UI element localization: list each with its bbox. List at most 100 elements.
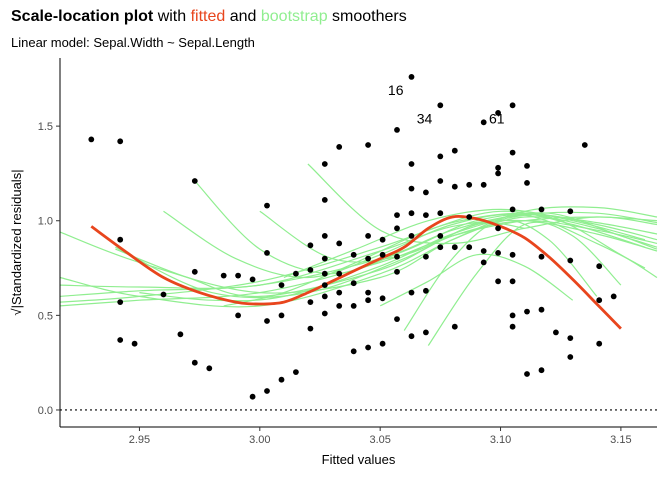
data-point-96 (495, 225, 501, 232)
title-end: smoothers (327, 8, 407, 25)
data-point-118 (567, 354, 574, 360)
data-point-104 (509, 312, 516, 319)
data-point-26 (293, 369, 299, 375)
data-point-21 (264, 388, 270, 394)
data-point-27 (307, 242, 314, 249)
data-point-117 (567, 335, 574, 341)
data-point-121 (596, 297, 603, 304)
x-tick-label-3: 3.10 (490, 434, 511, 446)
data-point-114 (553, 329, 559, 336)
data-point-6 (131, 340, 138, 347)
data-point-19 (264, 250, 270, 256)
data-point-73 (423, 253, 429, 260)
data-point-3 (117, 236, 124, 243)
data-point-61 (394, 253, 400, 260)
data-point-4 (117, 299, 124, 305)
bootstrap-smoother-9 (163, 210, 646, 279)
data-point-101 (509, 206, 516, 213)
data-point-59 (394, 212, 400, 219)
data-point-7 (160, 291, 167, 298)
data-point-56 (379, 295, 386, 302)
data-point-107 (524, 180, 530, 186)
data-point-43 (336, 303, 343, 309)
data-point-28 (307, 267, 314, 273)
data-point-110 (538, 206, 545, 213)
data-point-88 (466, 244, 473, 251)
data-point-41 (336, 270, 343, 277)
data-point-68 (408, 233, 415, 239)
data-point-113 (538, 367, 545, 374)
data-point-2 (117, 138, 124, 145)
data-point-90 (480, 181, 487, 188)
data-point-60 (394, 225, 400, 232)
data-point-74 (423, 287, 429, 294)
data-point-72 (423, 212, 429, 219)
bootstrap-smoother-10 (194, 180, 658, 279)
data-point-51 (365, 289, 371, 296)
data-point-29 (307, 299, 314, 305)
data-point-12 (206, 365, 213, 372)
data-point-87 (466, 214, 473, 220)
data-point-108 (524, 308, 530, 315)
title-with: with (153, 8, 191, 25)
data-point-5 (117, 337, 124, 343)
data-point-76 (437, 102, 444, 109)
data-point-86 (466, 181, 473, 188)
data-point-8 (177, 331, 184, 338)
x-tick-label-0: 2.95 (129, 434, 150, 446)
data-point-18 (264, 202, 270, 209)
data-point-93 (495, 110, 501, 116)
data-point-119 (581, 142, 588, 148)
data-point-80 (437, 233, 444, 239)
data-point-100 (509, 149, 516, 156)
data-point-44 (350, 251, 357, 258)
data-point-62 (394, 268, 400, 275)
y-tick-label-2: 1.0 (38, 216, 53, 228)
data-point-42 (336, 289, 343, 296)
bootstrap-smoother-8 (139, 211, 658, 302)
data-point-52 (365, 297, 371, 304)
data-point-123 (610, 293, 617, 300)
data-point-112 (538, 306, 545, 313)
bootstrap-smoothers (59, 163, 658, 346)
data-point-122 (596, 340, 603, 347)
bootstrap-smoother-17 (427, 221, 622, 346)
data-point-105 (509, 323, 516, 330)
data-point-115 (567, 208, 574, 215)
data-point-109 (524, 371, 530, 377)
data-point-34 (321, 255, 328, 262)
data-point-85 (451, 323, 458, 330)
title-bold: Scale-location plot (11, 8, 154, 25)
data-point-13 (220, 272, 227, 279)
point-label-61: 61 (489, 110, 505, 126)
x-tick-label-4: 3.15 (610, 434, 631, 446)
data-point-23 (278, 312, 285, 319)
data-point-1 (88, 136, 95, 143)
data-point-55 (379, 251, 386, 258)
point-labels: 16 34 61 (388, 82, 505, 126)
x-tick-label-2: 3.05 (369, 434, 390, 446)
y-axis-label: √|Standardized residuals| (9, 169, 24, 315)
data-point-45 (350, 280, 357, 287)
data-point-32 (321, 197, 328, 203)
data-point-53 (365, 344, 371, 351)
data-point-75 (423, 329, 429, 336)
data-point-24 (278, 376, 285, 383)
data-point-17 (249, 276, 256, 283)
data-point-14 (235, 272, 242, 279)
x-tick-label-1: 3.00 (249, 434, 270, 446)
data-point-39 (336, 144, 343, 150)
y-tick-label-3: 1.5 (38, 121, 53, 133)
data-point-37 (321, 293, 328, 300)
data-point-78 (437, 178, 444, 184)
data-point-30 (307, 325, 314, 332)
data-point-11 (191, 359, 198, 366)
title-bootstrap: bootstrap (260, 8, 328, 25)
data-point-98 (495, 278, 501, 285)
bootstrap-smoother-15 (379, 253, 574, 307)
data-point-31 (321, 161, 328, 167)
y-tick-label-1: 0.5 (38, 310, 53, 322)
data-point-47 (350, 348, 357, 355)
bootstrap-smoother-7 (115, 220, 658, 298)
